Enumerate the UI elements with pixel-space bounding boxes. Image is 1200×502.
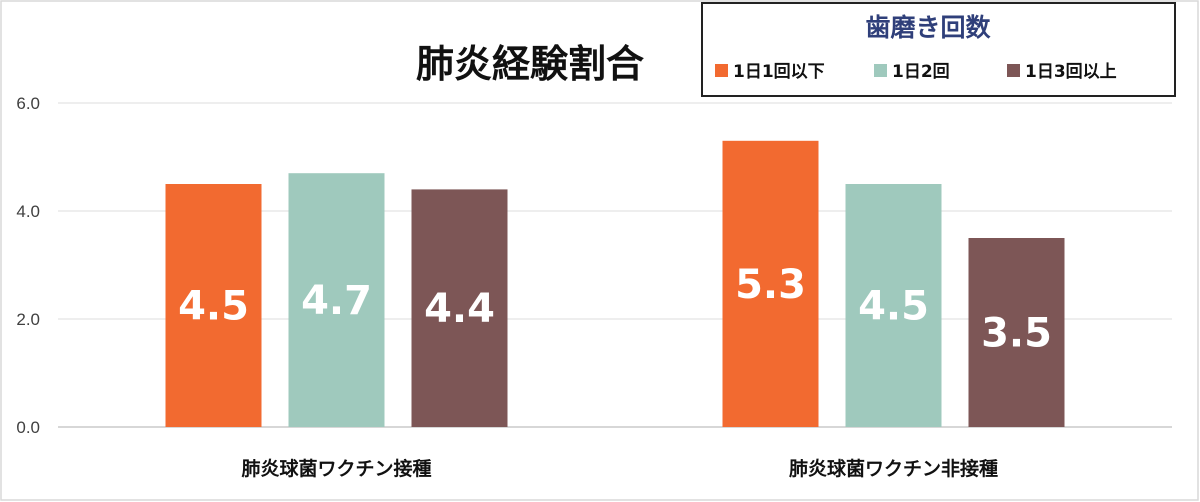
category-label-0: 肺炎球菌ワクチン接種	[241, 457, 431, 480]
legend-label-0: 1日1回以下	[733, 62, 825, 82]
chart-title: 肺炎経験割合	[416, 42, 644, 86]
y-tick-label-0: 0.0	[16, 418, 40, 437]
legend-title: 歯磨き回数	[865, 13, 991, 42]
bar-0-1	[288, 173, 385, 427]
y-tick-label-1: 2.0	[16, 310, 40, 329]
legend-items: 1日1回以下 1日2回 1日3回以上	[715, 62, 1117, 82]
category-labels: 肺炎球菌ワクチン接種 肺炎球菌ワクチン非接種	[241, 457, 998, 480]
legend-label-1: 1日2回	[892, 62, 950, 82]
bar-0-0	[165, 184, 262, 427]
bar-1-0	[722, 140, 819, 428]
data-label-1-1: 4.5	[858, 284, 929, 330]
bar-1-2	[968, 238, 1065, 427]
bars	[165, 140, 1065, 428]
legend: 歯磨き回数 1日1回以下 1日2回 1日3回以上	[701, 2, 1176, 97]
bar-1-1	[845, 184, 942, 427]
y-tick-label-2: 4.0	[16, 202, 40, 221]
y-axis-ticks: 0.0 2.0 4.0 6.0	[16, 94, 40, 437]
category-label-1: 肺炎球菌ワクチン非接種	[789, 457, 998, 480]
legend-label-2: 1日3回以上	[1025, 62, 1117, 82]
data-label-0-2: 4.4	[424, 286, 495, 332]
legend-box	[701, 2, 1176, 97]
data-labels: 4.5 4.7 4.4 5.3 4.5 3.5	[178, 262, 1052, 357]
legend-swatch-1	[874, 64, 887, 77]
legend-swatch-0	[715, 64, 728, 77]
y-tick-label-3: 6.0	[16, 94, 40, 113]
data-label-0-1: 4.7	[301, 278, 372, 324]
legend-swatch-2	[1007, 64, 1020, 77]
bar-0-2	[411, 189, 508, 427]
data-label-1-2: 3.5	[981, 311, 1052, 357]
data-label-0-0: 4.5	[178, 284, 249, 330]
data-label-1-0: 5.3	[735, 262, 806, 308]
